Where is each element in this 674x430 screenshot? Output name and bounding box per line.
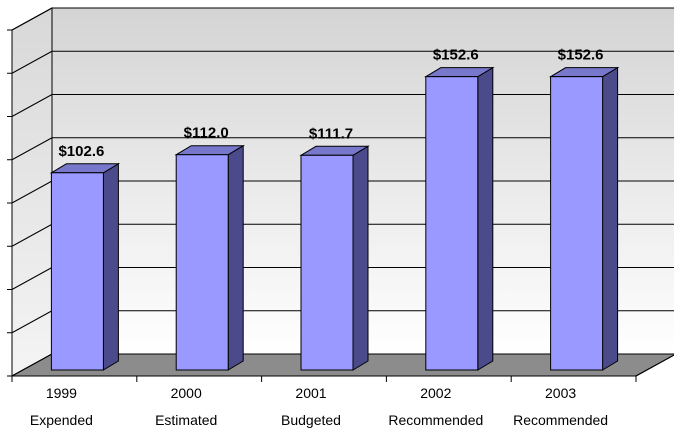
bar [550,76,604,371]
x-tick-label: 2001 [295,385,326,401]
data-label: $102.6 [58,143,104,160]
data-label: $152.6 [433,47,479,64]
bar [50,172,104,371]
side-gridline [11,50,53,74]
bar [175,154,229,371]
bar-side [477,66,494,371]
bar-side [602,66,619,371]
data-label: $152.6 [558,47,604,64]
side-gridline [11,94,53,117]
data-label: $111.7 [309,125,353,142]
x-tick-label: 2000 [171,385,202,401]
bar-side [352,145,369,371]
plot-area: $102.6 1999 Expended $112.0 2000 Estimated $11… [7,7,674,428]
x-tick-label: Expended [30,412,93,428]
bar-side [102,162,119,371]
x-tick-label: 1999 [46,385,77,401]
bar [300,154,354,371]
x-tick-label: Recommended [388,412,483,428]
side-gridline [11,137,53,161]
data-label: $112.0 [184,125,229,142]
x-tick-label: 2003 [545,385,576,401]
x-tick-label: 2002 [420,385,451,401]
side-gridline [11,223,53,247]
x-tick-label: Estimated [155,412,217,428]
x-tick-label: Budgeted [281,412,341,428]
side-gridline [11,7,53,31]
bar-side [227,144,244,371]
side-gridline [11,267,53,290]
x-tick-label: Recommended [513,412,608,428]
bar [425,76,479,371]
side-gridline [11,310,53,334]
x-axis-depth-line [635,354,674,377]
side-gridline [11,180,53,204]
